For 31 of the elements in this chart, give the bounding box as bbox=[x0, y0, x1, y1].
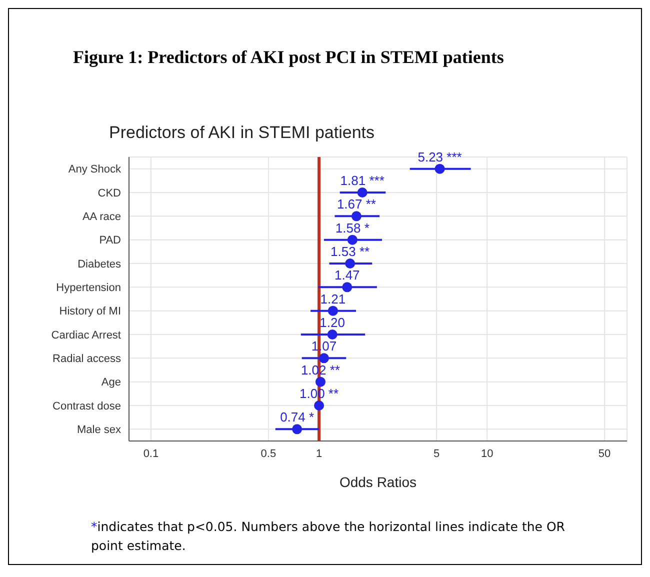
y-tick-label: Contrast dose bbox=[52, 400, 121, 412]
y-tick-label: PAD bbox=[99, 234, 122, 247]
x-axis-title: Odds Ratios bbox=[339, 474, 417, 490]
x-tick-label: 50 bbox=[598, 448, 611, 460]
data-label: 1.47 bbox=[334, 268, 360, 283]
y-tick-label: Any Shock bbox=[68, 164, 122, 176]
chart-title: Figure 1: Predictors of AKI post PCI in STEMI patients bbox=[73, 47, 504, 68]
y-tick-label: CKD bbox=[98, 187, 122, 200]
x-tick-label: 5 bbox=[433, 448, 440, 460]
data-label: 1.58 * bbox=[335, 220, 370, 236]
x-tick-label: 0.1 bbox=[143, 448, 159, 460]
x-tick-label: 1 bbox=[316, 448, 322, 460]
y-tick-label: History of MI bbox=[59, 306, 121, 318]
data-label: 5.23 *** bbox=[418, 149, 462, 164]
data-label: 1.67 ** bbox=[336, 196, 376, 212]
chart-subtitle: Predictors of AKI in STEMI patients bbox=[109, 123, 375, 143]
data-label: 1.53 ** bbox=[330, 244, 370, 259]
data-label: 1.81 *** bbox=[340, 172, 384, 188]
y-tick-label: AA race bbox=[82, 211, 121, 224]
y-tick-label: Male sex bbox=[76, 424, 122, 436]
y-tick-label: Hypertension bbox=[56, 282, 121, 294]
data-label: 0.74 * bbox=[280, 410, 314, 425]
data-label: 1.21 bbox=[320, 291, 346, 306]
text: *indicates that p<0.05. Numbers above the horizontal lines indicate the OR point estimate. bbox=[91, 518, 566, 555]
y-tick-label: Cardiac Arrest bbox=[51, 329, 121, 342]
y-tick-label: Diabetes bbox=[78, 258, 122, 270]
x-tick-label: 10 bbox=[480, 448, 494, 460]
y-tick-label: Radial access bbox=[52, 353, 122, 366]
data-label: 1.20 bbox=[320, 314, 345, 330]
x-tick-label: 0.5 bbox=[260, 448, 276, 460]
y-tick-label: Age bbox=[101, 376, 121, 389]
